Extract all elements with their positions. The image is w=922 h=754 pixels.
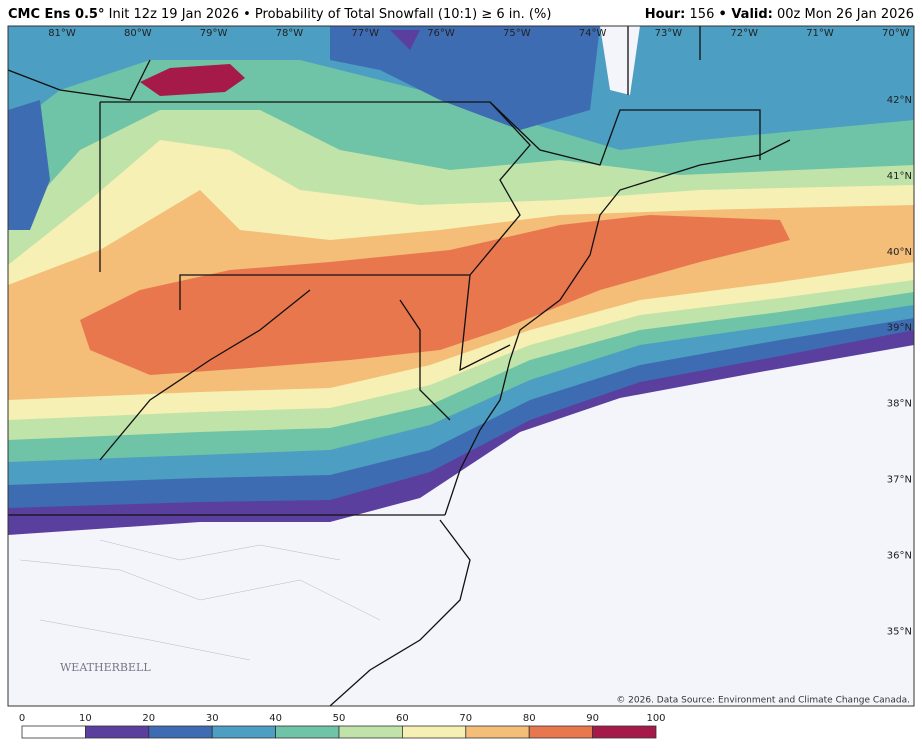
longitude-label: 81°W bbox=[48, 28, 76, 39]
legend-tick-label: 60 bbox=[396, 713, 409, 724]
longitude-label: 74°W bbox=[579, 28, 607, 39]
logo: WEATHERBELL bbox=[60, 661, 151, 674]
legend-swatch bbox=[148, 725, 213, 739]
longitude-label: 70°W bbox=[882, 28, 910, 39]
legend-swatch bbox=[338, 725, 403, 739]
credit: © 2026. Data Source: Environment and Cli… bbox=[616, 696, 910, 706]
longitude-label: 72°W bbox=[730, 28, 758, 39]
legend-tick-label: 100 bbox=[646, 713, 665, 724]
valid-time: Hour: 156 • Valid: 00z Mon 26 Jan 2026 bbox=[645, 7, 914, 22]
legend-swatch bbox=[85, 725, 150, 739]
model: CMC Ens 0.5° bbox=[8, 7, 104, 22]
valid-label: • Valid: bbox=[719, 7, 773, 22]
latitude-label: 35°N bbox=[887, 626, 912, 637]
latitude-label: 36°N bbox=[887, 550, 912, 561]
latitude-label: 40°N bbox=[887, 247, 912, 258]
legend-swatch bbox=[275, 725, 340, 739]
longitude-label: 71°W bbox=[806, 28, 834, 39]
map bbox=[8, 26, 914, 706]
longitude-label: 75°W bbox=[503, 28, 531, 39]
longitude-label: 80°W bbox=[124, 28, 152, 39]
description: Init 12z 19 Jan 2026 • Probability of To… bbox=[109, 7, 552, 22]
legend-swatch bbox=[528, 725, 594, 739]
hour-label: Hour: bbox=[645, 7, 686, 22]
legend-tick-label: 90 bbox=[586, 713, 599, 724]
longitude-label: 79°W bbox=[200, 28, 228, 39]
legend-tick-label: 0 bbox=[19, 713, 25, 724]
legend-tick-label: 80 bbox=[523, 713, 536, 724]
legend-tick-label: 10 bbox=[79, 713, 92, 724]
latitude-label: 41°N bbox=[887, 171, 912, 182]
legend-swatch bbox=[592, 725, 657, 739]
longitude-label: 76°W bbox=[427, 28, 455, 39]
valid: 00z Mon 26 Jan 2026 bbox=[777, 7, 914, 22]
legend-tick-label: 20 bbox=[142, 713, 155, 724]
legend-swatch bbox=[401, 725, 467, 739]
latitude-label: 42°N bbox=[887, 95, 912, 106]
title: CMC Ens 0.5° Init 12z 19 Jan 2026 • Prob… bbox=[8, 7, 551, 22]
map-frame bbox=[7, 25, 915, 707]
legend-swatch bbox=[465, 725, 530, 739]
latitude-label: 37°N bbox=[887, 475, 912, 486]
longitude-label: 77°W bbox=[351, 28, 379, 39]
latitude-label: 38°N bbox=[887, 399, 912, 410]
legend-tick-label: 70 bbox=[459, 713, 472, 724]
longitude-label: 73°W bbox=[655, 28, 683, 39]
legend-swatch bbox=[21, 725, 86, 739]
legend-tick-label: 40 bbox=[269, 713, 282, 724]
latitude-label: 39°N bbox=[887, 323, 912, 334]
hour: 156 bbox=[690, 7, 715, 22]
legend-tick-label: 50 bbox=[333, 713, 346, 724]
legend-tick-label: 30 bbox=[206, 713, 219, 724]
longitude-label: 78°W bbox=[276, 28, 304, 39]
legend-swatch bbox=[211, 725, 276, 739]
